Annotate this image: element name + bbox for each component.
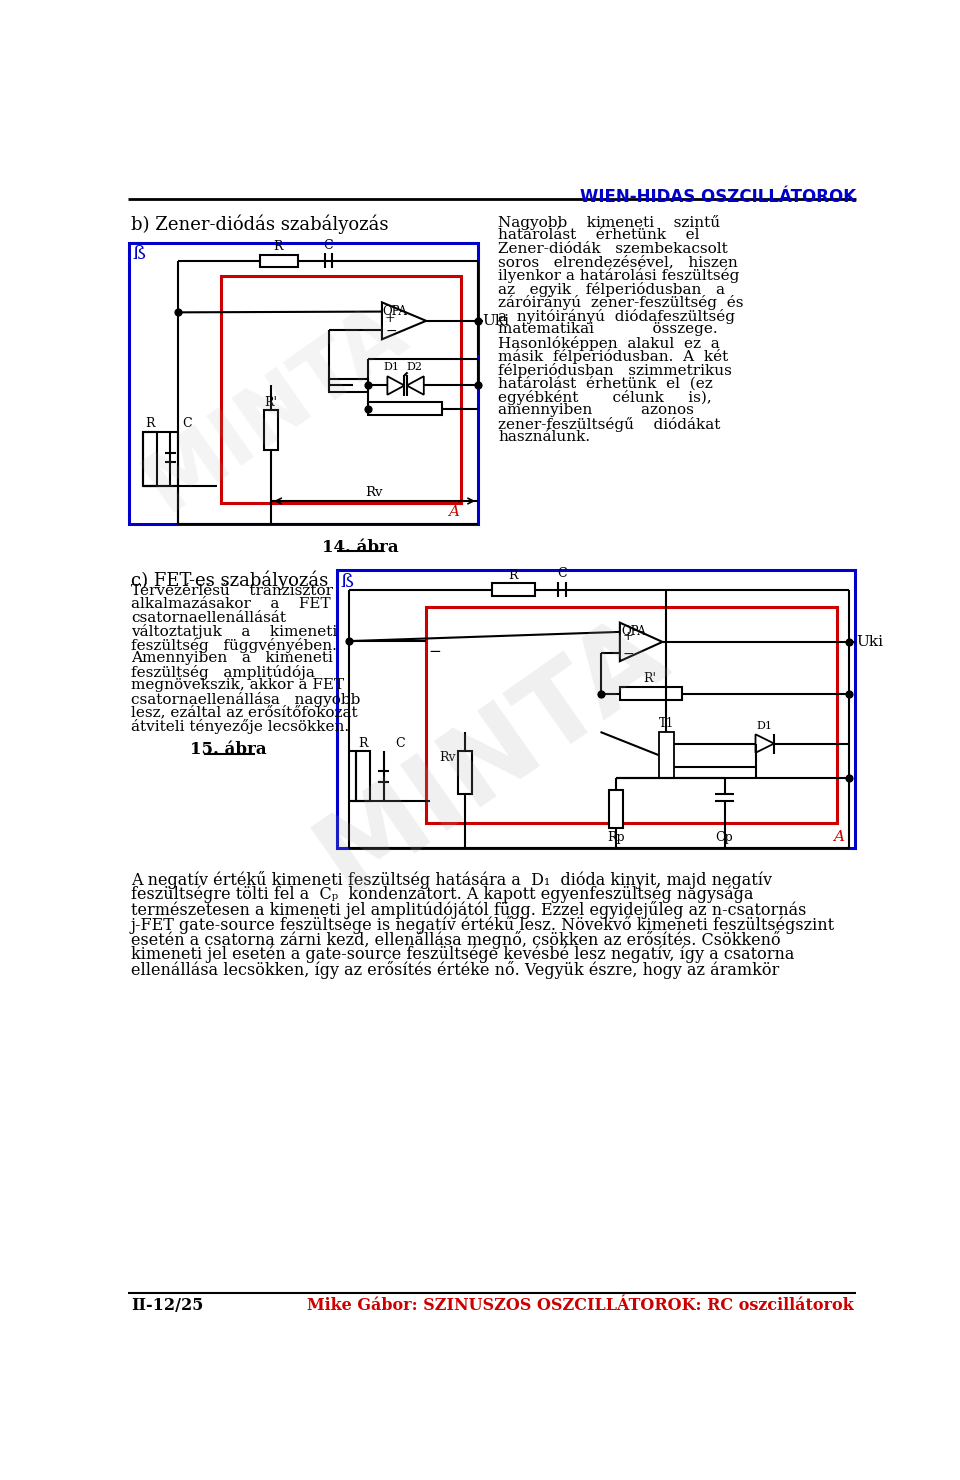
Polygon shape xyxy=(756,734,774,753)
Text: Nagyobb    kimeneti    szintű: Nagyobb kimeneti szintű xyxy=(498,215,720,229)
Text: R: R xyxy=(359,737,368,750)
Text: változtatjuk    a    kimeneti: változtatjuk a kimeneti xyxy=(131,625,337,639)
Text: lesz, ezáltal az erősítőfokozat: lesz, ezáltal az erősítőfokozat xyxy=(131,704,357,719)
Text: WIEN-HIDAS OSZCILLÁTOROK: WIEN-HIDAS OSZCILLÁTOROK xyxy=(580,188,856,206)
Bar xyxy=(221,277,461,503)
Text: D2: D2 xyxy=(406,361,422,371)
Text: feszültségre tölti fel a  Cₚ  kondenzátort. A kapott egyenfeszültség nagysága: feszültségre tölti fel a Cₚ kondenzátort… xyxy=(131,885,754,903)
Text: A negatív értékű kimeneti feszültség hatására a  D₁  dióda kinyit, majd negatív: A negatív értékű kimeneti feszültség hat… xyxy=(131,870,772,888)
Text: másik  félperiódusban.  A  két: másik félperiódusban. A két xyxy=(498,349,729,364)
Text: természetesen a kimeneti jel amplitúdójától függ. Ezzel egyidejűleg az n-csatorn: természetesen a kimeneti jel amplitúdójá… xyxy=(131,901,806,919)
Text: D1: D1 xyxy=(756,721,773,731)
Text: R: R xyxy=(146,417,155,431)
Text: csatornaellenállása   nagyobb: csatornaellenállása nagyobb xyxy=(131,691,360,706)
Polygon shape xyxy=(620,623,662,662)
Text: határolást  érhetünk  el  (ez: határolást érhetünk el (ez xyxy=(498,376,713,391)
Text: c) FET-es szabályozás: c) FET-es szabályozás xyxy=(131,570,328,591)
Text: Hasonlóképpen  alakul  ez  a: Hasonlóképpen alakul ez a xyxy=(498,336,720,351)
Polygon shape xyxy=(382,302,426,339)
Text: megnövekszik, akkor a FET: megnövekszik, akkor a FET xyxy=(131,678,344,693)
Text: Amennyiben   a   kimeneti: Amennyiben a kimeneti xyxy=(131,651,333,665)
Text: Mike Gábor: SZINUSZOS OSZCILLÁTOROK: RC oszcillátorok: Mike Gábor: SZINUSZOS OSZCILLÁTOROK: RC … xyxy=(306,1296,853,1314)
Bar xyxy=(329,379,368,392)
Text: határolást    érhetünk    el: határolást érhetünk el xyxy=(498,228,700,243)
Text: C: C xyxy=(324,238,333,252)
Text: C: C xyxy=(396,737,405,750)
Text: záróirányú  zener-feszültség  és: záróirányú zener-feszültség és xyxy=(498,296,744,311)
Text: −: − xyxy=(623,647,635,662)
Text: OPA: OPA xyxy=(621,625,646,638)
Text: −: − xyxy=(428,645,442,659)
Text: MINTA: MINTA xyxy=(299,596,685,913)
Text: csatornaellenállását: csatornaellenállását xyxy=(131,611,286,625)
Bar xyxy=(264,410,278,450)
Text: ß: ß xyxy=(132,246,145,263)
Text: esetén a csatorna zárni kezd, ellenállása megnő, csökken az erősítés. Csökkenő: esetén a csatorna zárni kezd, ellenállás… xyxy=(131,931,780,949)
Text: 14. ábra: 14. ábra xyxy=(322,540,398,556)
Text: T1: T1 xyxy=(659,716,674,730)
Text: −: − xyxy=(385,324,396,337)
Bar xyxy=(458,752,472,793)
Bar xyxy=(659,733,674,778)
Text: R: R xyxy=(508,568,517,582)
Text: soros   elrendezésével,   hiszen: soros elrendezésével, hiszen xyxy=(498,255,738,269)
Text: egyébként       célunk     is),: egyébként célunk is), xyxy=(498,389,712,404)
Text: a  nyitóirányú  diódafeszültség: a nyitóirányú diódafeszültség xyxy=(498,309,735,324)
Text: OPA: OPA xyxy=(383,305,408,318)
Bar xyxy=(259,255,299,266)
Bar xyxy=(492,583,535,596)
Bar xyxy=(609,790,623,829)
Text: R: R xyxy=(274,240,283,253)
Text: b) Zener-diódás szabályozás: b) Zener-diódás szabályozás xyxy=(131,215,389,234)
Bar xyxy=(426,607,837,823)
Text: ilyenkor a határolási feszültség: ilyenkor a határolási feszültség xyxy=(498,268,739,284)
Bar xyxy=(620,687,682,700)
Text: használunk.: használunk. xyxy=(498,431,590,444)
Bar xyxy=(337,570,854,848)
Text: feszültség   függvényében.: feszültség függvényében. xyxy=(131,638,337,653)
Text: R': R' xyxy=(643,672,656,685)
Text: Térvezérlésű    tranzisztor: Térvezérlésű tranzisztor xyxy=(131,583,333,598)
Bar xyxy=(356,752,371,801)
Text: átviteli tényezője lecsökken.: átviteli tényezője lecsökken. xyxy=(131,718,349,734)
Text: Uki: Uki xyxy=(483,314,510,327)
Text: Cp: Cp xyxy=(715,830,733,844)
Text: alkalmazásakor    a    FET: alkalmazásakor a FET xyxy=(131,598,330,611)
Text: az   egyik   félperiódusban   a: az egyik félperiódusban a xyxy=(498,281,725,297)
Polygon shape xyxy=(407,376,423,395)
Text: zener-feszültségű    diódákat: zener-feszültségű diódákat xyxy=(498,417,721,432)
Text: A: A xyxy=(833,830,845,844)
Text: matematikai            összege.: matematikai összege. xyxy=(498,323,718,336)
Text: 15. ábra: 15. ábra xyxy=(190,741,267,758)
Text: Zener-diódák   szembekacsolt: Zener-diódák szembekacsolt xyxy=(498,241,728,256)
Text: C: C xyxy=(182,417,192,431)
Text: C: C xyxy=(557,567,566,580)
Text: Rv: Rv xyxy=(366,485,383,499)
Text: ß: ß xyxy=(340,573,353,591)
Text: R': R' xyxy=(265,395,277,408)
Text: Rv: Rv xyxy=(439,752,456,764)
Text: ellenállása lecsökken, így az erősítés értéke nő. Vegyük észre, hogy az áramkör: ellenállása lecsökken, így az erősítés é… xyxy=(131,961,780,978)
Bar xyxy=(143,432,157,485)
Text: amennyiben          azonos: amennyiben azonos xyxy=(498,403,694,417)
Text: +: + xyxy=(623,630,634,644)
Text: j-FET gate-source feszültsége is negatív értékű lesz. Növekvő kimeneti feszültsé: j-FET gate-source feszültsége is negatív… xyxy=(131,916,835,934)
Text: A: A xyxy=(447,506,459,519)
Text: D1: D1 xyxy=(383,361,399,371)
Text: Rp: Rp xyxy=(607,830,625,844)
Polygon shape xyxy=(388,376,404,395)
Bar xyxy=(130,243,478,524)
Text: félperiódusban   szimmetrikus: félperiódusban szimmetrikus xyxy=(498,363,732,377)
Bar xyxy=(368,403,442,414)
Text: MINTA: MINTA xyxy=(130,290,420,527)
Text: feszültség   amplitúdója: feszültség amplitúdója xyxy=(131,665,315,679)
Text: Uki: Uki xyxy=(856,635,883,648)
Text: +: + xyxy=(385,312,396,324)
Text: kimeneti jel esetén a gate-source feszültsége kevésbé lesz negatív, így a csator: kimeneti jel esetén a gate-source feszül… xyxy=(131,946,794,963)
Text: II-12/25: II-12/25 xyxy=(131,1296,204,1314)
